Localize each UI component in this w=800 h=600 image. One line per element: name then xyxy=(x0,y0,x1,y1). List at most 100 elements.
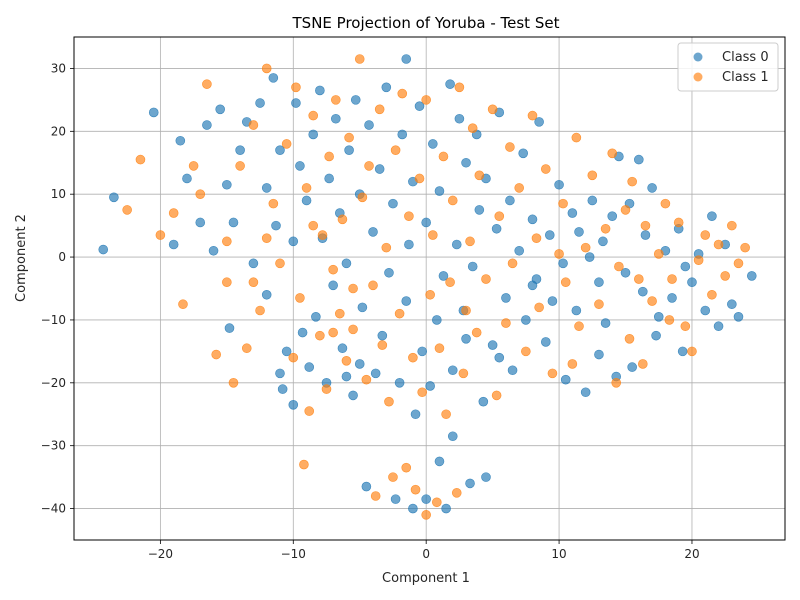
point-class-0 xyxy=(746,271,757,281)
point-class-0 xyxy=(514,245,525,256)
point-class-1 xyxy=(673,217,684,228)
point-class-1 xyxy=(261,233,272,243)
point-class-1 xyxy=(653,249,664,259)
point-class-1 xyxy=(634,274,644,284)
point-class-0 xyxy=(374,164,385,174)
point-class-0 xyxy=(465,478,475,489)
point-class-0 xyxy=(344,145,354,155)
point-class-1 xyxy=(640,220,651,231)
point-class-0 xyxy=(397,129,408,140)
point-class-0 xyxy=(410,409,421,420)
point-class-0 xyxy=(507,365,518,376)
point-class-1 xyxy=(527,110,538,121)
point-class-1 xyxy=(354,54,365,64)
point-class-1 xyxy=(587,170,598,181)
point-class-1 xyxy=(301,183,312,193)
point-class-1 xyxy=(337,214,348,225)
point-class-1 xyxy=(507,258,518,269)
point-class-0 xyxy=(148,107,159,118)
point-class-1 xyxy=(727,220,737,231)
point-class-0 xyxy=(540,337,551,347)
point-class-1 xyxy=(328,264,338,275)
y-axis-label: Component 2 xyxy=(14,214,29,302)
point-class-0 xyxy=(354,359,365,369)
point-class-0 xyxy=(467,261,478,272)
point-class-0 xyxy=(195,217,206,228)
point-class-1 xyxy=(404,211,414,221)
point-class-0 xyxy=(324,173,334,184)
point-class-0 xyxy=(297,327,308,338)
point-class-1 xyxy=(401,462,412,473)
point-class-0 xyxy=(584,252,595,262)
point-class-1 xyxy=(687,346,697,357)
point-class-0 xyxy=(414,101,425,111)
point-class-0 xyxy=(454,113,465,124)
point-class-0 xyxy=(481,472,491,482)
point-class-1 xyxy=(195,189,206,199)
point-class-0 xyxy=(281,346,292,357)
point-class-0 xyxy=(727,299,737,310)
point-class-1 xyxy=(491,390,502,401)
point-class-0 xyxy=(235,145,245,155)
point-class-1 xyxy=(321,384,332,394)
point-class-0 xyxy=(291,98,301,108)
legend: Class 0 Class 1 xyxy=(677,42,779,92)
point-class-0 xyxy=(357,302,368,313)
point-class-0 xyxy=(404,239,414,250)
point-class-0 xyxy=(350,95,361,105)
point-class-0 xyxy=(667,293,677,303)
point-class-1 xyxy=(680,321,691,332)
point-class-1 xyxy=(384,396,394,407)
point-class-0 xyxy=(370,368,381,379)
point-class-0 xyxy=(175,135,186,146)
point-class-0 xyxy=(491,223,502,234)
point-class-0 xyxy=(275,368,285,379)
point-class-0 xyxy=(381,82,392,93)
point-class-1 xyxy=(304,406,315,416)
point-class-1 xyxy=(241,343,252,354)
point-class-1 xyxy=(261,63,272,74)
legend-label-class-1: Class 1 xyxy=(722,70,769,85)
point-class-1 xyxy=(624,333,635,344)
point-class-0 xyxy=(288,236,299,247)
point-class-1 xyxy=(328,327,338,338)
point-class-0 xyxy=(98,244,109,255)
point-class-0 xyxy=(687,277,697,288)
point-class-1 xyxy=(594,299,604,310)
y-tick-label: −20 xyxy=(41,376,66,390)
point-class-0 xyxy=(571,305,582,316)
point-class-0 xyxy=(594,349,604,360)
point-class-0 xyxy=(627,362,637,372)
point-class-1 xyxy=(408,352,418,363)
point-class-0 xyxy=(417,346,427,357)
point-class-0 xyxy=(547,296,558,306)
point-class-1 xyxy=(421,510,431,520)
point-class-0 xyxy=(461,157,471,168)
point-class-1 xyxy=(660,198,671,209)
point-class-0 xyxy=(434,186,445,196)
point-class-1 xyxy=(560,277,571,288)
point-class-1 xyxy=(707,289,717,300)
point-class-0 xyxy=(408,503,418,514)
point-class-1 xyxy=(188,161,199,171)
x-tick-label: −10 xyxy=(281,547,306,561)
y-tick-label: 20 xyxy=(51,124,66,138)
point-class-0 xyxy=(651,330,661,341)
point-class-1 xyxy=(733,258,744,269)
point-class-1 xyxy=(348,324,358,335)
point-class-1 xyxy=(441,409,451,420)
legend-label-class-0: Class 0 xyxy=(722,50,769,65)
point-class-0 xyxy=(558,258,568,269)
point-class-1 xyxy=(308,110,319,121)
point-class-1 xyxy=(414,173,425,184)
y-tick-label: −30 xyxy=(41,439,66,453)
point-class-1 xyxy=(397,88,408,99)
point-class-0 xyxy=(271,220,281,231)
point-class-0 xyxy=(401,54,412,64)
point-class-0 xyxy=(168,239,179,250)
point-class-0 xyxy=(554,179,564,190)
point-class-0 xyxy=(401,296,412,306)
point-class-0 xyxy=(337,343,348,354)
point-class-0 xyxy=(428,139,438,149)
y-tick-label: −10 xyxy=(41,313,66,327)
